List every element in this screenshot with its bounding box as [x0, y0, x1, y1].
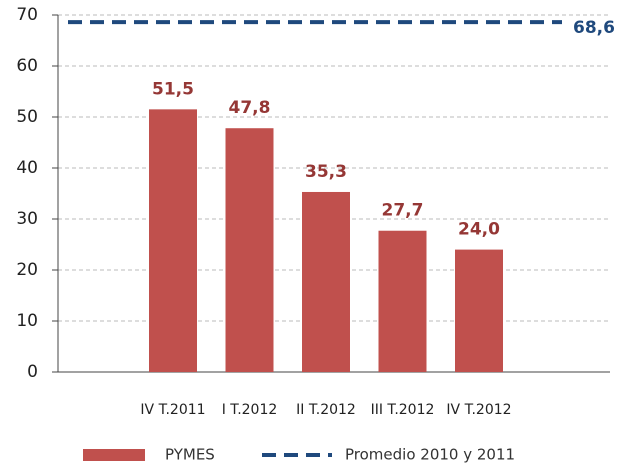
bar: [225, 128, 274, 372]
value-label: 35,3: [305, 162, 347, 182]
x-tick-label: IV T.2012: [446, 402, 511, 418]
value-label: 27,7: [382, 201, 424, 221]
reference-label: 68,6: [573, 18, 615, 38]
legend-label: PYMES: [165, 446, 215, 464]
bar: [378, 230, 427, 372]
y-tick-label: 60: [16, 56, 38, 76]
x-tick-label: III T.2012: [371, 402, 435, 418]
bar: [455, 249, 503, 372]
value-label: 51,5: [152, 79, 194, 99]
legend-label: Promedio 2010 y 2011: [345, 446, 515, 464]
bar: [302, 191, 350, 372]
y-tick-label: 30: [16, 209, 38, 229]
y-tick-label: 50: [16, 107, 38, 127]
value-label: 24,0: [458, 220, 500, 240]
x-tick-label: II T.2012: [296, 402, 356, 418]
y-tick-label: 40: [16, 158, 38, 178]
y-tick-label: 70: [16, 5, 38, 25]
y-tick-label: 20: [16, 260, 38, 280]
x-tick-label: IV T.2011: [140, 402, 205, 418]
value-label: 47,8: [229, 98, 271, 118]
legend-swatch: [83, 449, 145, 461]
bar: [149, 109, 197, 372]
y-tick-label: 0: [27, 362, 38, 382]
y-tick-label: 10: [16, 311, 38, 331]
x-tick-label: I T.2012: [222, 402, 278, 418]
